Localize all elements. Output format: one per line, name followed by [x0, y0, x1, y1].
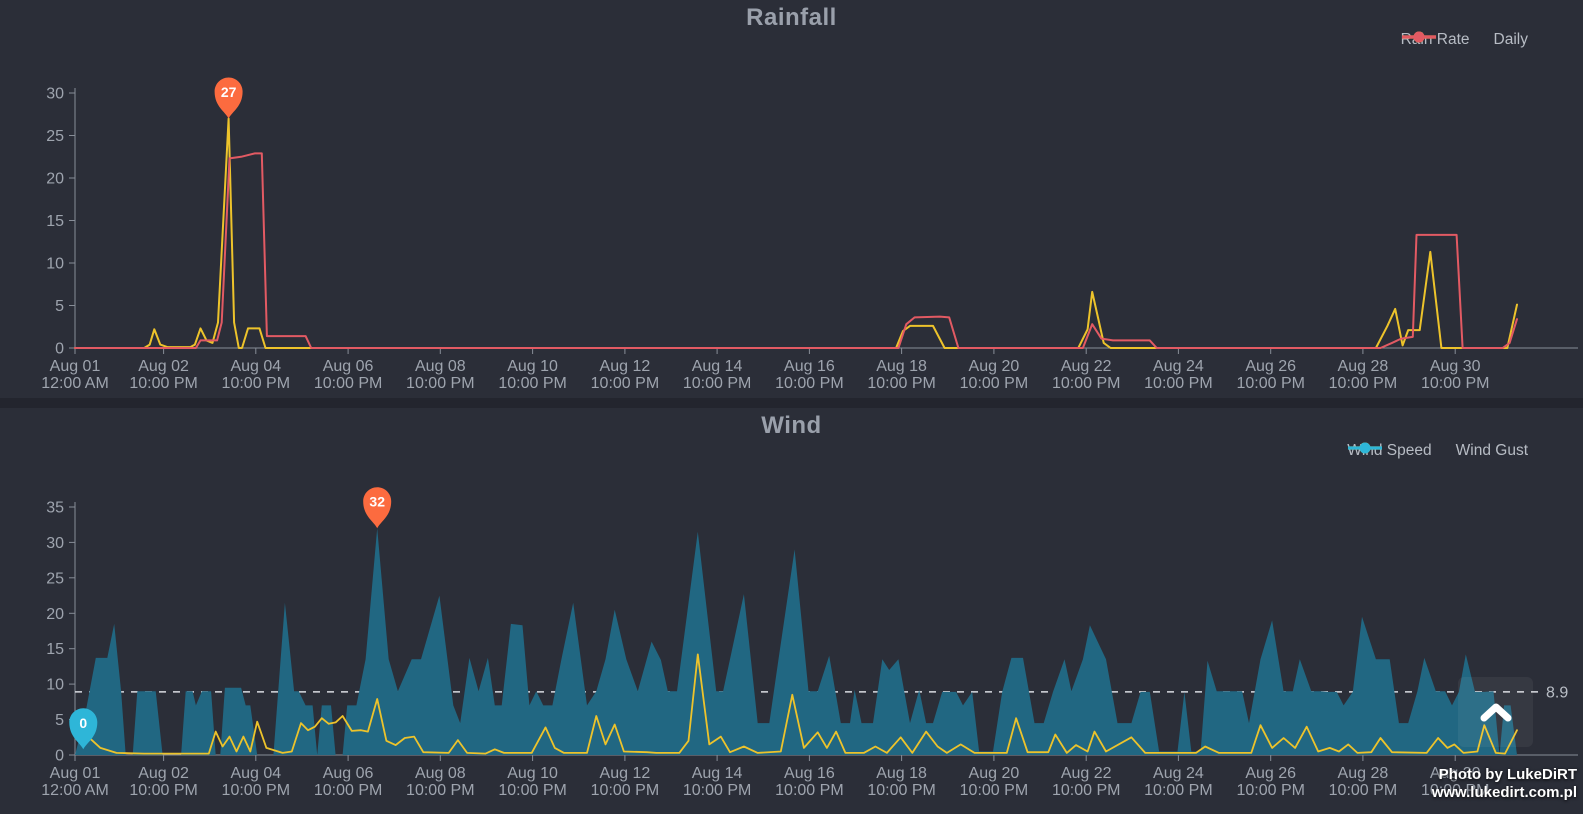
wind-legend: Wind Speed Wind Gust	[1347, 442, 1528, 460]
x-tick-label: Aug 04 10:00 PM	[222, 358, 290, 392]
y-tick-label: 30	[46, 86, 64, 103]
x-tick-label: Aug 30 10:00 PM	[1421, 358, 1489, 392]
watermark-line2: www.lukedirt.com.pl	[1431, 784, 1577, 801]
y-tick-label: 25	[46, 128, 64, 145]
y-tick-label: 5	[55, 298, 64, 315]
x-tick-label: Aug 10 10:00 PM	[498, 358, 566, 392]
x-tick-label: Aug 01 12:00 AM	[41, 765, 109, 799]
peak-marker-27: 27	[214, 77, 243, 119]
x-tick-label: Aug 06 10:00 PM	[314, 358, 382, 392]
y-tick-label: 0	[55, 748, 64, 765]
x-tick-label: Aug 10 10:00 PM	[498, 765, 566, 799]
x-tick-label: Aug 14 10:00 PM	[683, 765, 751, 799]
svg-text:27: 27	[221, 84, 237, 100]
x-tick-label: Aug 06 10:00 PM	[314, 765, 382, 799]
peak-marker-32: 32	[363, 487, 392, 529]
y-tick-label: 10	[46, 256, 64, 273]
ref-line-label: 8.9	[1546, 684, 1568, 701]
watermark: Photo by LukeDiRT www.lukedirt.com.pl	[1432, 766, 1577, 802]
legend-label: Wind Gust	[1455, 442, 1528, 459]
x-tick-label: Aug 18 10:00 PM	[867, 358, 935, 392]
y-tick-label: 20	[46, 171, 64, 188]
x-tick-label: Aug 08 10:00 PM	[406, 765, 474, 799]
y-tick-label: 15	[46, 213, 64, 230]
x-tick-label: Aug 16 10:00 PM	[775, 765, 843, 799]
wind-chart-panel: Wind Wind Speed Wind Gust 0 5 10 15 20 25 30 35 A…	[0, 408, 1583, 814]
x-tick-label: Aug 12 10:00 PM	[591, 358, 659, 392]
y-tick-label: 15	[46, 641, 64, 658]
y-tick-label: 25	[46, 570, 64, 587]
wind-gust-area	[75, 528, 1517, 755]
y-tick-label: 20	[46, 606, 64, 623]
wind-gust-legend-marker-icon	[1348, 442, 1383, 454]
wind-title: Wind	[761, 412, 822, 439]
y-tick-label: 0	[55, 341, 64, 358]
x-tick-label: Aug 26 10:00 PM	[1236, 765, 1304, 799]
axes: 0 5 10 15 20 25 30 Aug 01 12:00 AM Aug 02 10:00 PM…	[41, 86, 1578, 392]
y-tick-label: 5	[55, 712, 64, 729]
x-tick-label: Aug 28 10:00 PM	[1329, 358, 1397, 392]
rainfall-chart-panel: Rainfall Rain Rate Daily 0 5 10 15 20 25 30 Aug …	[0, 0, 1583, 398]
legend-label: Daily	[1493, 31, 1528, 48]
x-tick-label: Aug 28 10:00 PM	[1329, 765, 1397, 799]
rainfall-chart[interactable]: 0 5 10 15 20 25 30 Aug 01 12:00 AM Aug 02 10:00 PM…	[0, 0, 1583, 398]
daily-legend-marker-icon	[1401, 31, 1436, 43]
chevron-up-icon	[1480, 703, 1511, 721]
x-tick-label: Aug 02 10:00 PM	[129, 765, 197, 799]
x-tick-label: Aug 14 10:00 PM	[683, 358, 751, 392]
x-tick-label: Aug 26 10:00 PM	[1236, 358, 1304, 392]
scroll-to-top-button[interactable]	[1458, 677, 1533, 747]
x-tick-label: Aug 02 10:00 PM	[129, 358, 197, 392]
x-tick-label: Aug 20 10:00 PM	[960, 358, 1028, 392]
x-tick-label: Aug 01 12:00 AM	[41, 358, 109, 392]
daily-line	[74, 152, 1518, 349]
x-tick-label: Aug 08 10:00 PM	[406, 358, 474, 392]
peak-marker-0: 0	[69, 708, 98, 750]
watermark-line1: Photo by LukeDiRT	[1438, 766, 1577, 783]
x-tick-label: Aug 20 10:00 PM	[960, 765, 1028, 799]
svg-text:32: 32	[369, 494, 385, 510]
x-tick-label: Aug 18 10:00 PM	[867, 765, 935, 799]
x-tick-label: Aug 24 10:00 PM	[1144, 765, 1212, 799]
x-tick-label: Aug 12 10:00 PM	[591, 765, 659, 799]
x-tick-label: Aug 24 10:00 PM	[1144, 358, 1212, 392]
legend-item-wind-gust[interactable]: Wind Gust	[1348, 442, 1528, 460]
x-tick-label: Aug 22 10:00 PM	[1052, 358, 1120, 392]
panel-divider	[0, 398, 1583, 408]
x-tick-label: Aug 30 10:00 PM	[1421, 765, 1489, 799]
wind-speed-line	[74, 653, 1518, 755]
x-tick-label: Aug 22 10:00 PM	[1052, 765, 1120, 799]
x-tick-label: Aug 04 10:00 PM	[222, 765, 290, 799]
y-tick-label: 10	[46, 677, 64, 694]
rainfall-title: Rainfall	[746, 4, 837, 31]
rain-rate-line	[74, 117, 1518, 349]
legend-item-daily[interactable]: Daily	[1401, 31, 1528, 49]
rainfall-legend: Rain Rate Daily	[1401, 31, 1528, 49]
y-tick-label: 35	[46, 500, 64, 517]
x-tick-label: Aug 16 10:00 PM	[775, 358, 843, 392]
y-tick-label: 30	[46, 535, 64, 552]
svg-text:0: 0	[79, 715, 87, 731]
